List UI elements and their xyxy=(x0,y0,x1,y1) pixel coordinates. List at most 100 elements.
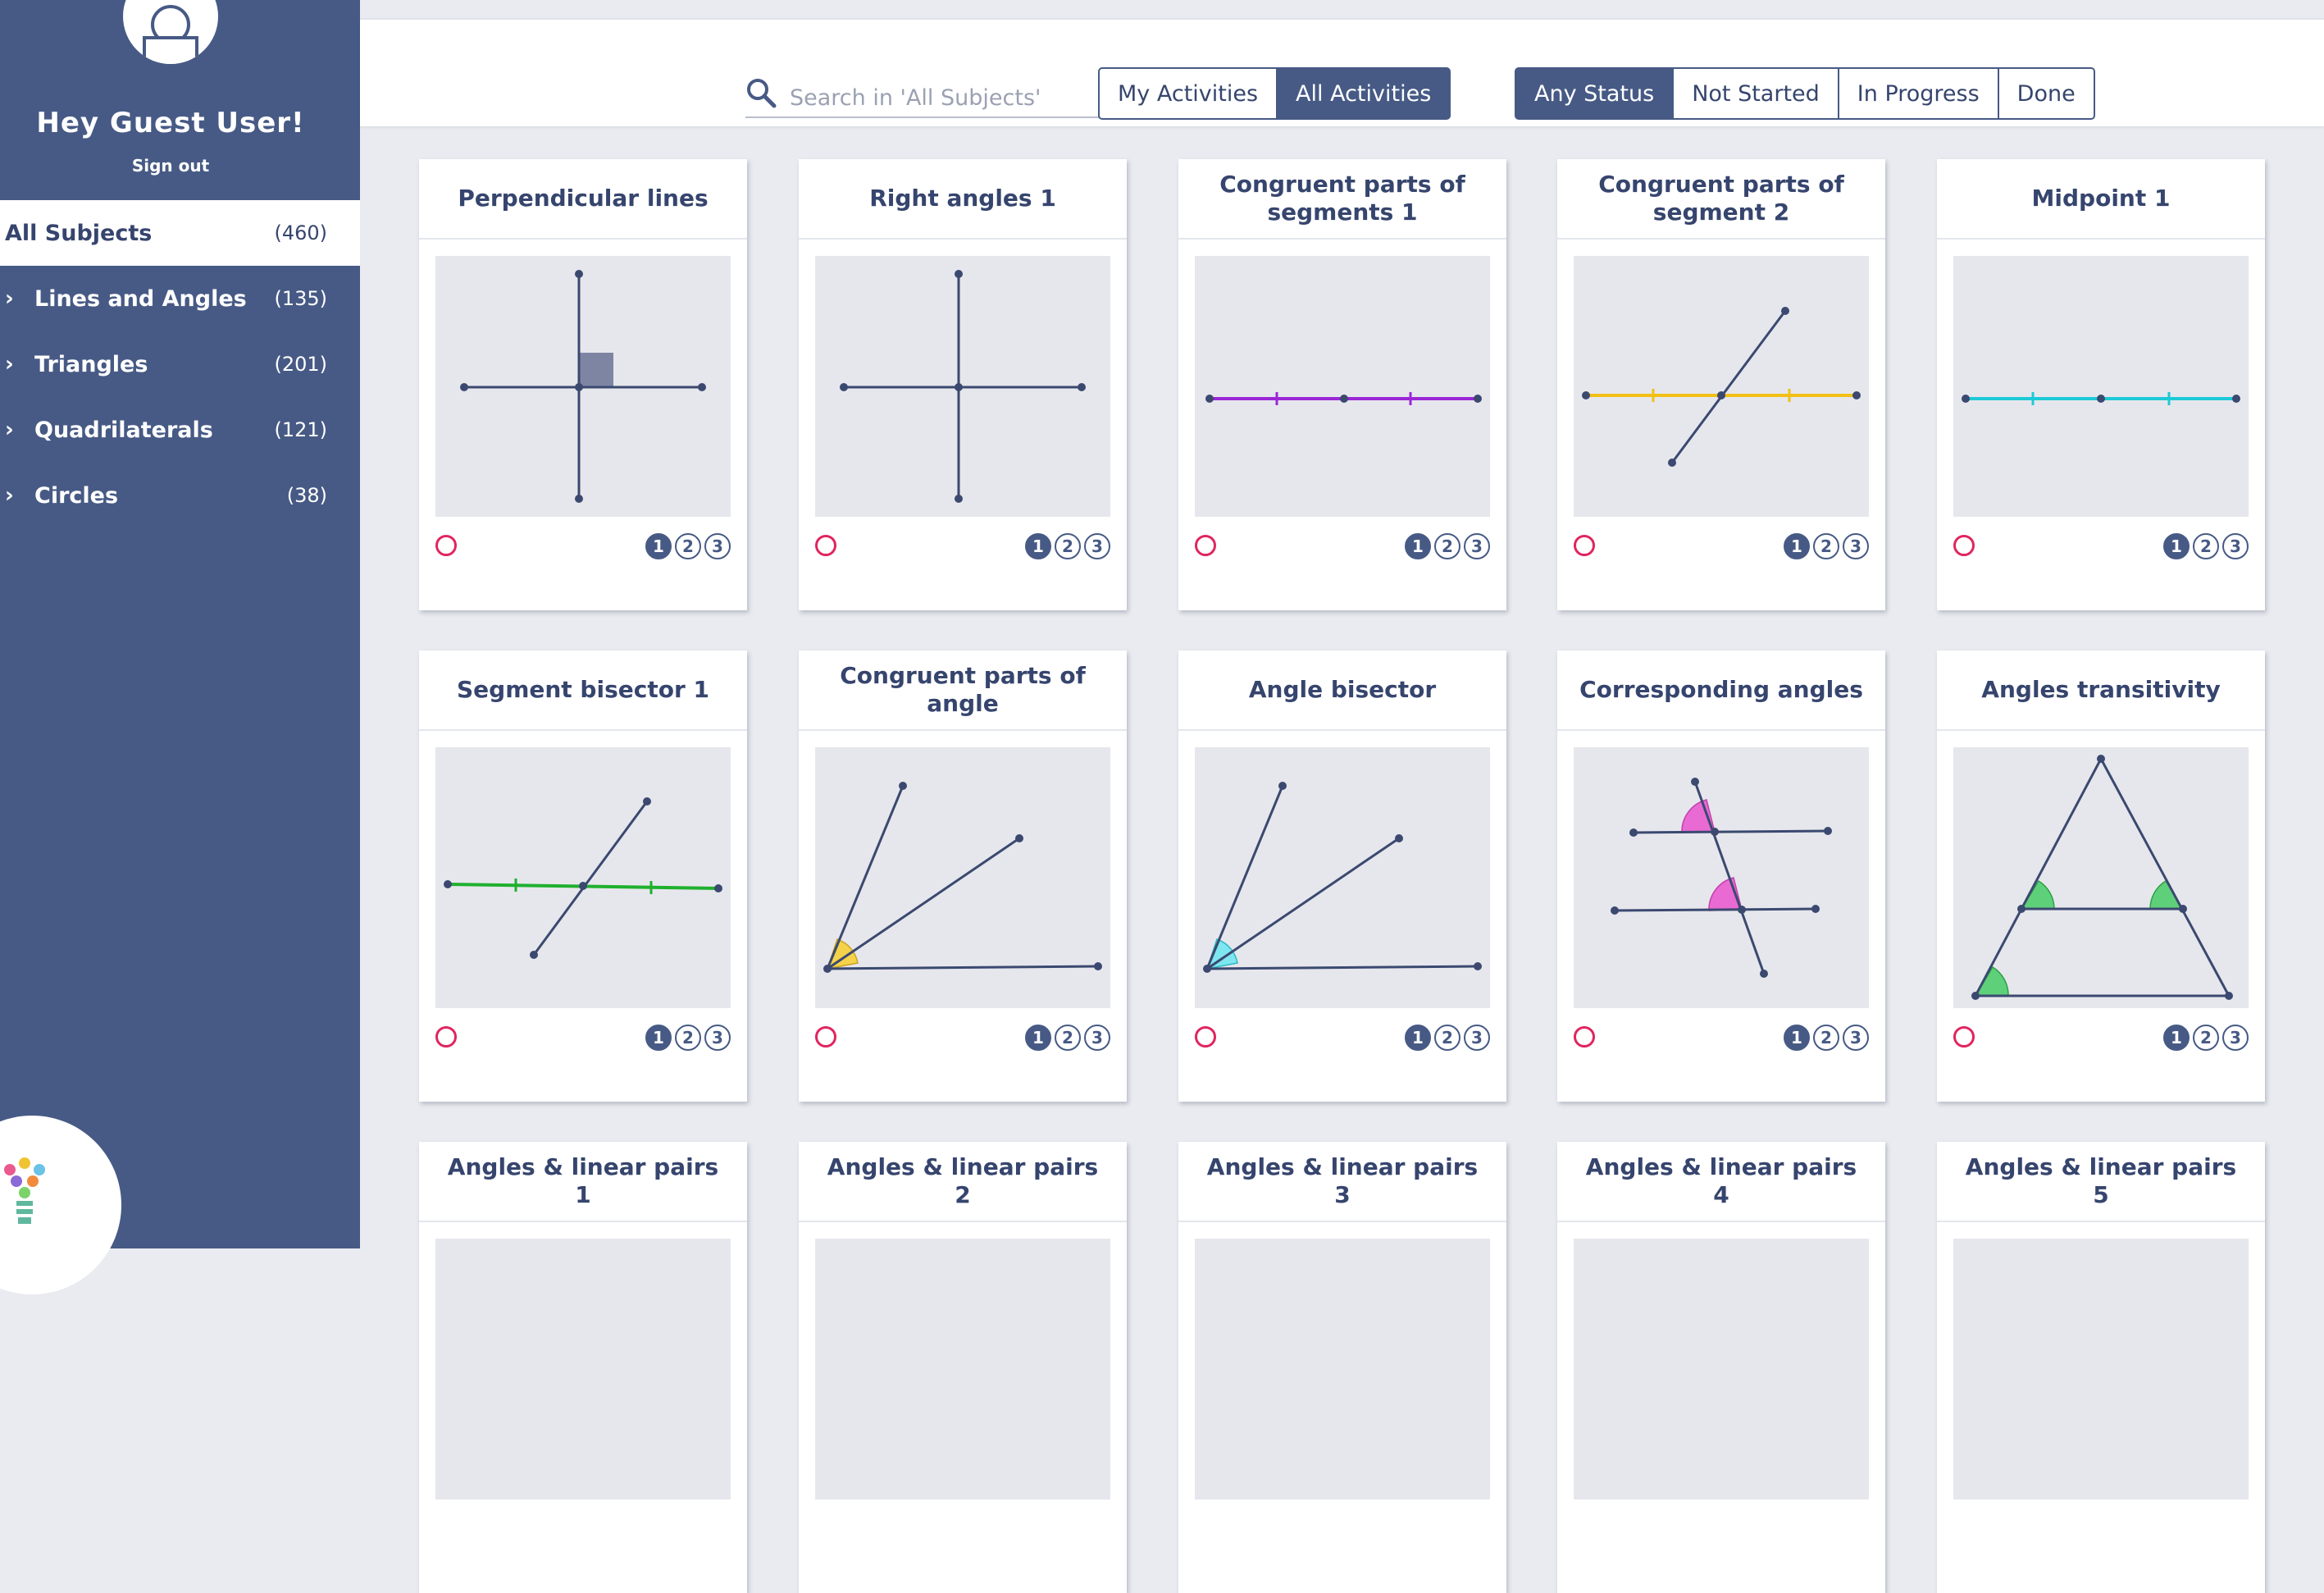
level-indicator: 1 2 3 xyxy=(2163,533,2249,559)
status-not-started-icon xyxy=(815,535,836,556)
activity-card[interactable]: Congruent parts of segments 1 1 2 3 xyxy=(1178,159,1506,610)
activity-card[interactable]: Corresponding angles 1 2 3 xyxy=(1557,650,1885,1102)
level-1-icon[interactable]: 1 xyxy=(1025,1025,1051,1051)
level-1-icon[interactable]: 1 xyxy=(1405,1025,1431,1051)
card-diagram xyxy=(435,256,731,517)
status-not-started-icon xyxy=(815,1026,836,1048)
sign-out-link[interactable]: Sign out xyxy=(131,156,210,176)
level-indicator: 1 2 3 xyxy=(1784,1025,1869,1051)
activity-card[interactable]: Angles & linear pairs 1 xyxy=(419,1142,747,1593)
activity-scope-toggle: My Activities All Activities xyxy=(1098,67,1451,120)
subject-list: › Lines and Angles (135) › Triangles (20… xyxy=(0,266,360,528)
status-not-started-icon xyxy=(1195,535,1216,556)
level-2-icon[interactable]: 2 xyxy=(2193,533,2219,559)
level-2-icon[interactable]: 2 xyxy=(1055,533,1081,559)
status-not-started-icon xyxy=(1574,1026,1595,1048)
level-2-icon[interactable]: 2 xyxy=(1434,533,1460,559)
avatar[interactable] xyxy=(123,0,218,64)
level-1-icon[interactable]: 1 xyxy=(1405,533,1431,559)
activity-card[interactable]: Perpendicular lines 1 2 3 xyxy=(419,159,747,610)
activity-card[interactable]: Right angles 1 1 2 3 xyxy=(799,159,1127,610)
level-3-icon[interactable]: 3 xyxy=(2222,533,2249,559)
level-2-icon[interactable]: 2 xyxy=(675,1025,701,1051)
level-indicator: 1 2 3 xyxy=(1405,533,1490,559)
activity-card[interactable]: Segment bisector 1 1 2 3 xyxy=(419,650,747,1102)
sidebar-item-all-subjects[interactable]: All Subjects (460) xyxy=(0,200,360,266)
card-diagram xyxy=(1195,747,1490,1008)
card-diagram xyxy=(1953,747,2249,1008)
level-1-icon[interactable]: 1 xyxy=(1784,533,1810,559)
card-title: Congruent parts of segments 1 xyxy=(1178,159,1506,240)
level-1-icon[interactable]: 1 xyxy=(645,1025,672,1051)
level-2-icon[interactable]: 2 xyxy=(2193,1025,2219,1051)
level-1-icon[interactable]: 1 xyxy=(1025,533,1051,559)
card-title: Angles & linear pairs 5 xyxy=(1937,1142,2265,1222)
level-1-icon[interactable]: 1 xyxy=(2163,533,2190,559)
card-title: Congruent parts of segment 2 xyxy=(1557,159,1885,240)
card-title: Right angles 1 xyxy=(799,159,1127,240)
card-diagram xyxy=(1574,256,1869,517)
done-button[interactable]: Done xyxy=(1997,67,2095,120)
level-1-icon[interactable]: 1 xyxy=(645,533,672,559)
card-diagram xyxy=(435,747,731,1008)
card-title: Angles transitivity xyxy=(1937,650,2265,731)
sidebar-item-label: Triangles xyxy=(34,351,148,377)
sidebar-item-lines-and-angles[interactable]: › Lines and Angles (135) xyxy=(0,266,360,331)
card-title: Angles & linear pairs 2 xyxy=(799,1142,1127,1222)
activity-card[interactable]: Angles & linear pairs 3 xyxy=(1178,1142,1506,1593)
activity-card[interactable]: Angles & linear pairs 4 xyxy=(1557,1142,1885,1593)
level-2-icon[interactable]: 2 xyxy=(675,533,701,559)
level-1-icon[interactable]: 1 xyxy=(2163,1025,2190,1051)
sidebar-item-triangles[interactable]: › Triangles (201) xyxy=(0,331,360,397)
level-2-icon[interactable]: 2 xyxy=(1813,1025,1839,1051)
sidebar-item-count: (460) xyxy=(274,221,327,244)
chevron-right-icon: › xyxy=(5,483,14,508)
card-diagram xyxy=(815,256,1110,517)
card-diagram xyxy=(1195,256,1490,517)
level-3-icon[interactable]: 3 xyxy=(2222,1025,2249,1051)
sidebar-item-count: (121) xyxy=(274,418,327,441)
activity-card[interactable]: Congruent parts of segment 2 1 2 3 xyxy=(1557,159,1885,610)
in-progress-button[interactable]: In Progress xyxy=(1837,67,1999,120)
level-3-icon[interactable]: 3 xyxy=(1843,533,1869,559)
level-3-icon[interactable]: 3 xyxy=(1464,1025,1490,1051)
my-activities-button[interactable]: My Activities xyxy=(1098,67,1278,120)
level-1-icon[interactable]: 1 xyxy=(1784,1025,1810,1051)
level-3-icon[interactable]: 3 xyxy=(1843,1025,1869,1051)
level-indicator: 1 2 3 xyxy=(645,533,731,559)
chevron-right-icon: › xyxy=(5,286,14,311)
level-3-icon[interactable]: 3 xyxy=(1084,1025,1110,1051)
not-started-button[interactable]: Not Started xyxy=(1672,67,1839,120)
activity-card[interactable]: Angles transitivity 1 2 3 xyxy=(1937,650,2265,1102)
activity-card[interactable]: Angles & linear pairs 2 xyxy=(799,1142,1127,1593)
sidebar-item-circles[interactable]: › Circles (38) xyxy=(0,463,360,528)
greeting-text: Hey Guest User! xyxy=(36,107,305,139)
card-title: Congruent parts of angle xyxy=(799,650,1127,731)
card-diagram xyxy=(435,1239,731,1499)
level-indicator: 1 2 3 xyxy=(1025,1025,1110,1051)
app-logo[interactable] xyxy=(0,1116,121,1294)
all-activities-button[interactable]: All Activities xyxy=(1276,67,1451,120)
level-3-icon[interactable]: 3 xyxy=(704,533,731,559)
activity-card[interactable]: Angles & linear pairs 5 xyxy=(1937,1142,2265,1593)
sidebar-item-count: (201) xyxy=(274,353,327,376)
level-2-icon[interactable]: 2 xyxy=(1813,533,1839,559)
status-not-started-icon xyxy=(435,535,457,556)
any-status-button[interactable]: Any Status xyxy=(1515,67,1675,120)
card-title: Segment bisector 1 xyxy=(419,650,747,731)
sidebar-item-count: (38) xyxy=(286,484,327,507)
level-2-icon[interactable]: 2 xyxy=(1055,1025,1081,1051)
status-not-started-icon xyxy=(1953,535,1975,556)
level-3-icon[interactable]: 3 xyxy=(1464,533,1490,559)
level-3-icon[interactable]: 3 xyxy=(704,1025,731,1051)
card-diagram xyxy=(1195,1239,1490,1499)
level-2-icon[interactable]: 2 xyxy=(1434,1025,1460,1051)
activity-card[interactable]: Congruent parts of angle 1 2 3 xyxy=(799,650,1127,1102)
card-diagram xyxy=(1953,256,2249,517)
activity-card[interactable]: Midpoint 1 1 2 3 xyxy=(1937,159,2265,610)
sidebar-item-label: Quadrilaterals xyxy=(34,417,213,443)
level-3-icon[interactable]: 3 xyxy=(1084,533,1110,559)
sidebar-item-quadrilaterals[interactable]: › Quadrilaterals (121) xyxy=(0,397,360,463)
level-indicator: 1 2 3 xyxy=(1784,533,1869,559)
activity-card[interactable]: Angle bisector 1 2 3 xyxy=(1178,650,1506,1102)
